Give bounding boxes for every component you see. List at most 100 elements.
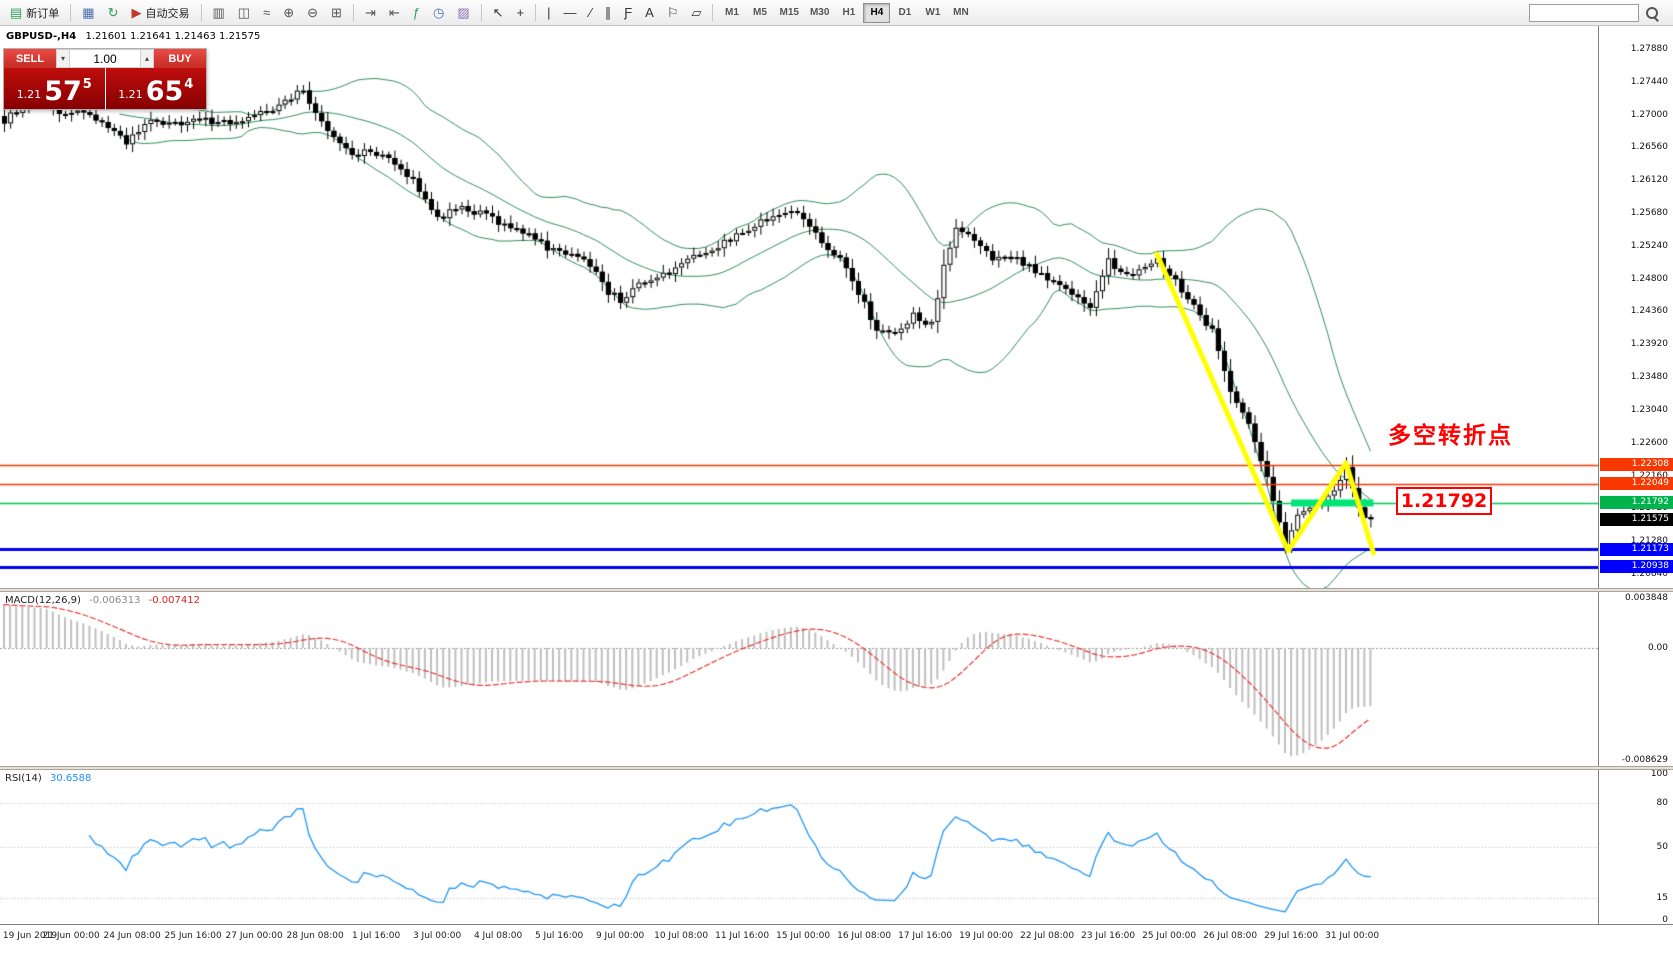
buy-price-prefix: 1.21 <box>118 88 143 101</box>
bar-chart-button[interactable]: ▥ <box>207 2 231 24</box>
refresh-button[interactable]: ↻ <box>102 2 125 24</box>
channel-button[interactable]: ∥ <box>599 2 618 24</box>
price-tick: 1.22160 <box>1630 470 1668 481</box>
search-icon[interactable] <box>1641 3 1661 23</box>
volume-input[interactable] <box>70 49 140 68</box>
time-axis-label: 11 Jul 16:00 <box>715 931 770 941</box>
label-icon: ⚐ <box>666 5 679 20</box>
time-axis-label: 16 Jul 08:00 <box>837 931 892 941</box>
macd-axis-label: 0.003848 <box>1625 593 1668 603</box>
trade-panel-prices: 1.21 57 5 1.21 65 4 <box>4 68 206 109</box>
refresh-icon: ↻ <box>107 5 119 20</box>
macd-main-value: -0.006313 <box>89 595 141 606</box>
new-order-icon: ▤ <box>10 5 23 20</box>
timeframe-h4-button[interactable]: H4 <box>863 2 891 23</box>
indicators-button[interactable]: ƒ <box>407 2 426 24</box>
shapes-button[interactable]: ▱ <box>685 2 707 24</box>
autotrading-button[interactable]: ▶ 自动交易 <box>126 2 196 24</box>
price-level-label-support-2: 1.20938 <box>1600 560 1673 574</box>
timeframe-m30-button[interactable]: M30 <box>805 3 834 23</box>
rsi-label: RSI(14) 30.6588 <box>5 773 91 784</box>
zoom-out-button[interactable]: ⊖ <box>301 2 324 24</box>
rsi-axis-label: 50 <box>1656 842 1668 852</box>
toolbar-search-input[interactable] <box>1529 3 1639 22</box>
zoom-out-icon: ⊖ <box>307 5 319 20</box>
periods-button[interactable]: ◷ <box>427 2 450 24</box>
tile-windows-icon: ⊞ <box>331 5 342 20</box>
timeframe-m15-button[interactable]: M15 <box>774 3 803 23</box>
price-tick: 1.20840 <box>1630 568 1668 579</box>
main-chart-canvas[interactable] <box>0 26 1598 588</box>
price-tick: 1.21280 <box>1630 536 1668 547</box>
candlestick-chart-button[interactable]: ◫ <box>232 2 256 24</box>
panel-splitter-2[interactable] <box>0 766 1673 770</box>
new-order-button[interactable]: ▤ 新订单 <box>4 2 65 24</box>
cursor-button[interactable]: ↖ <box>487 2 510 24</box>
macd-canvas[interactable] <box>0 592 1598 766</box>
buy-price-display[interactable]: 1.21 65 4 <box>105 68 206 109</box>
zoom-in-button[interactable]: ⊕ <box>277 2 300 24</box>
charts-grid-button[interactable]: ▦ <box>76 2 100 24</box>
sell-price-display[interactable]: 1.21 57 5 <box>4 68 105 109</box>
timeframe-m1-button[interactable]: M1 <box>718 3 745 23</box>
time-axis-label: 25 Jul 00:00 <box>1142 931 1197 941</box>
vertical-line-icon: | <box>547 5 551 20</box>
auto-scroll-icon: ⇥ <box>364 5 376 20</box>
price-level-label-resistance-1: 1.22308 <box>1600 458 1673 471</box>
label-button[interactable]: ⚐ <box>661 2 685 24</box>
time-axis-label: 22 Jul 08:00 <box>1020 931 1075 941</box>
toolbar: ▤ 新订单 ▦ ↻ ▶ 自动交易 ▥ ◫ ≈ ⊕ ⊖ ⊞ ⇥ ⇤ ƒ ◷ ▨ ↖ + | ― ∕ ∥ Ƒ A ⚐ ▱ M1 M5 M15 M… <box>0 0 1673 26</box>
buy-price-pip: 4 <box>184 77 194 92</box>
chart-shift-button[interactable]: ⇤ <box>383 2 406 24</box>
auto-scroll-button[interactable]: ⇥ <box>359 2 382 24</box>
trendline-button[interactable]: ∕ <box>584 2 598 24</box>
time-axis-label: 26 Jul 08:00 <box>1203 931 1258 941</box>
time-axis-label: 3 Jul 00:00 <box>412 931 462 941</box>
timeframe-w1-button[interactable]: W1 <box>919 3 946 23</box>
sell-price-big: 57 <box>44 76 82 107</box>
zoom-in-icon: ⊕ <box>283 5 295 20</box>
templates-button[interactable]: ▨ <box>451 2 475 24</box>
macd-axis-label: -0.008629 <box>1621 755 1668 765</box>
macd-axis[interactable]: 0.003848 0.00 -0.008629 <box>1598 592 1673 766</box>
price-tick: 1.25680 <box>1630 208 1668 219</box>
volume-down-button[interactable]: ▾ <box>56 49 70 68</box>
timeframe-m5-button[interactable]: M5 <box>746 3 773 23</box>
price-tick: 1.27440 <box>1630 76 1668 87</box>
time-axis-label: 31 Jul 00:00 <box>1325 931 1380 941</box>
timeframe-mn-button[interactable]: MN <box>947 3 974 23</box>
time-axis[interactable]: 19 Jun 2019 21 Jun 00:00 24 Jun 08:00 25 Ju… <box>0 924 1673 953</box>
time-axis-label: 15 Jul 00:00 <box>776 931 831 941</box>
price-tick: 1.26560 <box>1630 142 1668 153</box>
sell-price-prefix: 1.21 <box>16 88 42 101</box>
line-chart-button[interactable]: ≈ <box>257 2 276 24</box>
rsi-canvas[interactable] <box>0 770 1598 924</box>
tile-windows-button[interactable]: ⊞ <box>325 2 348 24</box>
autotrading-icon: ▶ <box>131 5 142 20</box>
vertical-line-button[interactable]: | <box>541 2 556 24</box>
price-axis[interactable]: 1.27880 1.27440 1.27000 1.26560 1.26120 1.256… <box>1598 26 1673 588</box>
volume-up-button[interactable]: ▴ <box>140 49 154 68</box>
price-tick: 1.23040 <box>1630 404 1668 415</box>
rsi-axis[interactable]: 100 80 50 15 0 <box>1598 770 1673 924</box>
rsi-axis-label: 0 <box>1662 915 1668 924</box>
sell-button[interactable]: SELL <box>4 49 56 68</box>
main-chart-panel: GBPUSD-,H4 1.21601 1.21641 1.21463 1.215… <box>0 26 1598 588</box>
toolbar-separator-5 <box>535 4 537 21</box>
timeframe-h1-button[interactable]: H1 <box>835 3 862 23</box>
macd-axis-label: 0.00 <box>1647 642 1668 653</box>
fibonacci-icon: Ƒ <box>624 5 633 20</box>
horizontal-line-button[interactable]: ― <box>558 2 583 24</box>
rsi-axis-label: 100 <box>1650 770 1668 779</box>
timeframe-d1-button[interactable]: D1 <box>891 3 918 23</box>
periods-icon: ◷ <box>433 5 445 20</box>
crosshair-button[interactable]: + <box>511 2 531 24</box>
buy-button[interactable]: BUY <box>154 49 206 68</box>
chart-ohlc-values: 1.21601 1.21641 1.21463 1.21575 <box>85 31 261 42</box>
panel-splitter-1[interactable] <box>0 588 1673 592</box>
macd-label: MACD(12,26,9) -0.006313 -0.007412 <box>5 595 200 606</box>
sell-price-pip: 5 <box>82 77 92 92</box>
fibonacci-button[interactable]: Ƒ <box>618 2 638 24</box>
text-button[interactable]: A <box>639 2 660 24</box>
price-level-label-current-price: 1.21575 <box>1600 512 1673 526</box>
